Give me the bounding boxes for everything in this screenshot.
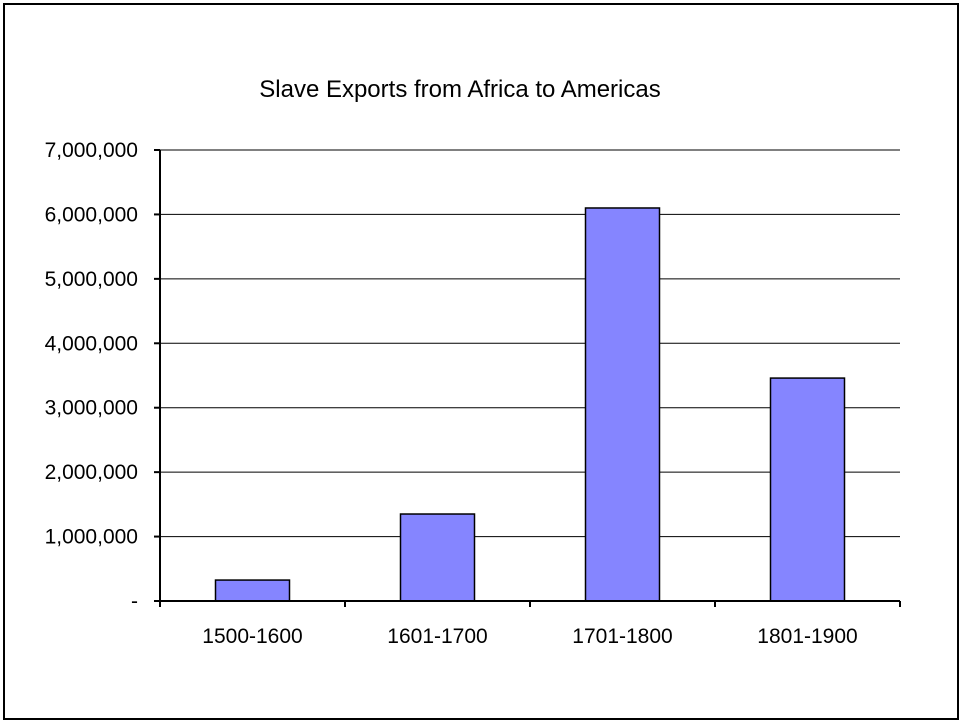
x-tick-label: 1801-1900 bbox=[757, 625, 857, 648]
x-tick-labels: 1500-1600 1601-1700 1701-1800 1801-1900 bbox=[202, 625, 857, 648]
y-tick-label: 5,000,000 bbox=[45, 268, 138, 291]
y-tick-label: 7,000,000 bbox=[45, 139, 138, 162]
bar-1801-1900 bbox=[769, 377, 846, 602]
bar-1701-1800 bbox=[584, 207, 661, 602]
x-tick-label: 1500-1600 bbox=[202, 625, 302, 648]
bar-1500-1600 bbox=[214, 579, 291, 602]
x-tick-label: 1701-1800 bbox=[572, 625, 672, 648]
y-tick-label: 1,000,000 bbox=[45, 526, 138, 549]
y-tick-label: 2,000,000 bbox=[45, 461, 138, 484]
bars bbox=[214, 207, 846, 602]
bar-1601-1700 bbox=[399, 513, 476, 602]
chart-title: Slave Exports from Africa to Americas bbox=[259, 76, 660, 103]
y-tick-label: 4,000,000 bbox=[45, 332, 138, 355]
y-tick-labels: - 1,000,000 2,000,000 3,000,000 4,000,000 5,0… bbox=[45, 139, 138, 613]
y-tick-label: - bbox=[131, 590, 138, 613]
x-tick-label: 1601-1700 bbox=[387, 625, 487, 648]
y-tick-label: 3,000,000 bbox=[45, 397, 138, 420]
y-tick-label: 6,000,000 bbox=[45, 203, 138, 226]
axes bbox=[154, 149, 901, 607]
